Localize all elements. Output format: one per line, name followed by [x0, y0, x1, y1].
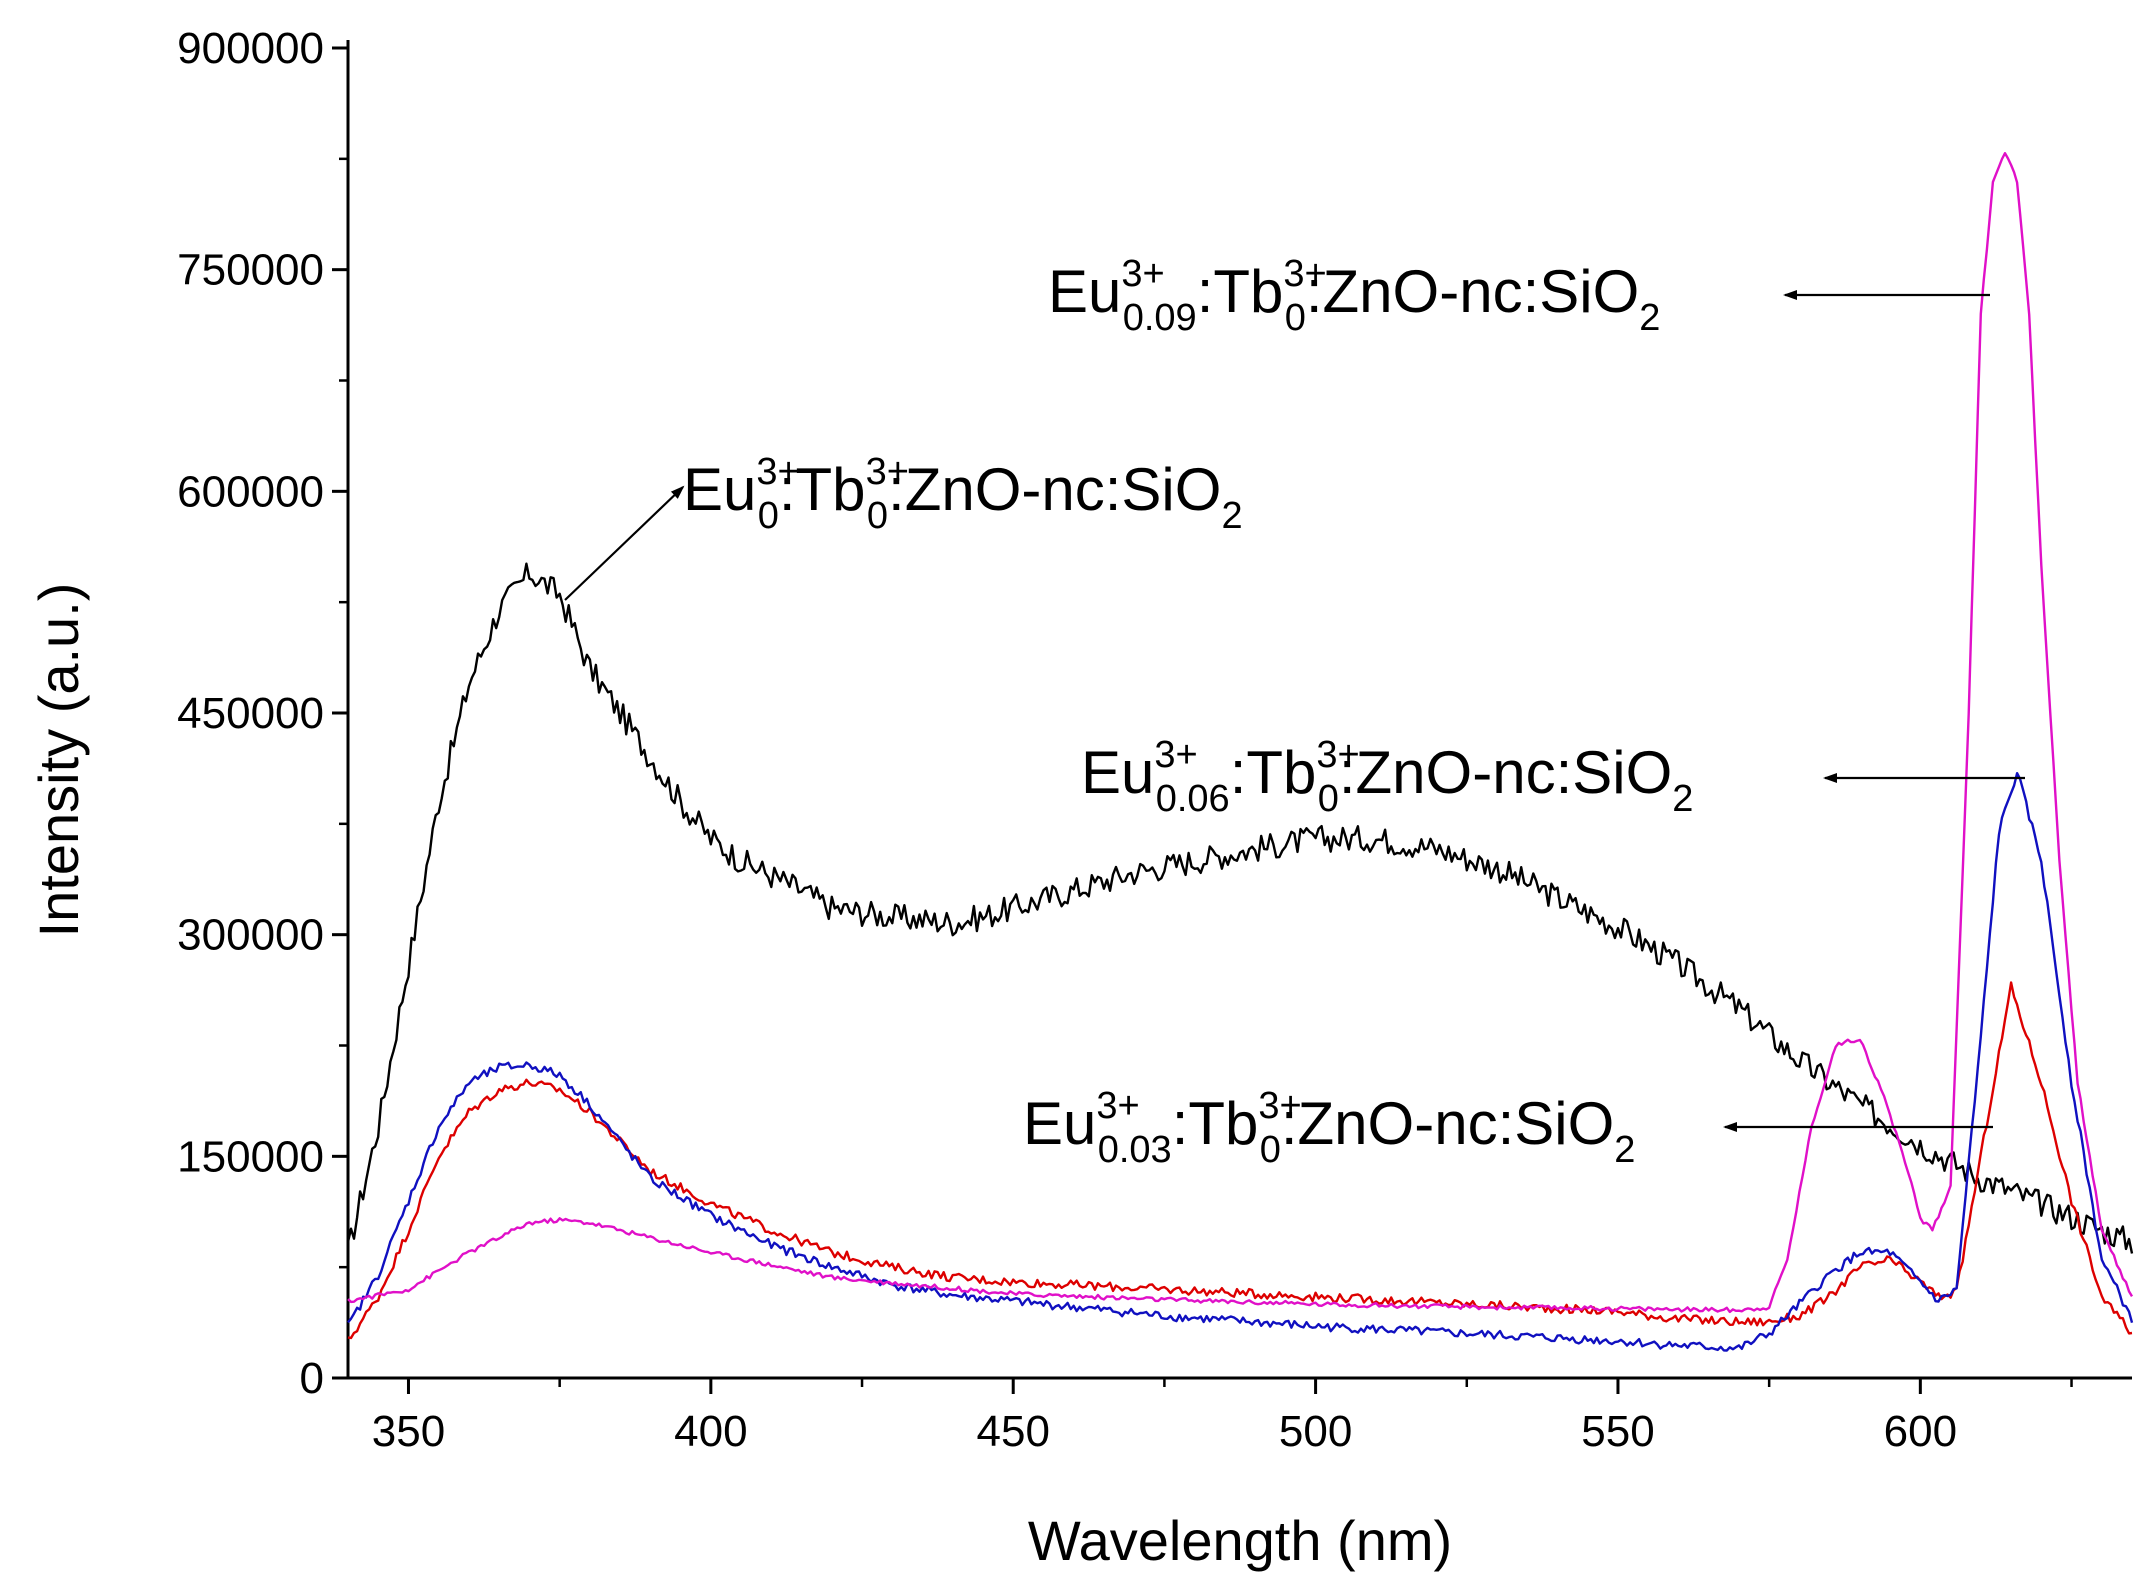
annotation-label: Eu3+ 0.03:Tb3+ 0:ZnO-nc:SiO2 [1023, 1085, 1635, 1171]
annotation-2: Eu3+ 0.06:Tb3+ 0:ZnO-nc:SiO2 [1081, 734, 2025, 820]
annotation-arrow [564, 485, 685, 601]
y-tick-label: 0 [300, 1354, 324, 1403]
x-tick-label: 500 [1279, 1407, 1352, 1456]
y-tick-label: 900000 [177, 24, 324, 73]
y-tick-label: 750000 [177, 246, 324, 295]
annotation-label: Eu3+ 0.09:Tb3+ 0:ZnO-nc:SiO2 [1048, 253, 1660, 339]
annotation-layer: Eu3+ 0:Tb3+ 0:ZnO-nc:SiO2 Eu3+ 0.09:Tb3+ 0:Zn… [564, 253, 2025, 1171]
series-line-3 [347, 151, 2134, 1314]
series-line-0 [346, 562, 2134, 1254]
annotation-label: Eu3+ 0.06:Tb3+ 0:ZnO-nc:SiO2 [1081, 734, 1693, 820]
x-tick-label: 550 [1581, 1407, 1654, 1456]
x-tick-label: 600 [1884, 1407, 1957, 1456]
y-axis-label: Intensity (a.u.) [27, 583, 90, 938]
x-tick-label: 450 [977, 1407, 1050, 1456]
annotation-1: Eu3+ 0.09:Tb3+ 0:ZnO-nc:SiO2 [1048, 253, 1990, 339]
y-tick-label: 150000 [177, 1132, 324, 1181]
annotation-3: Eu3+ 0.03:Tb3+ 0:ZnO-nc:SiO2 [1023, 1085, 1993, 1171]
y-tick-label: 300000 [177, 911, 324, 960]
annotation-0: Eu3+ 0:Tb3+ 0:ZnO-nc:SiO2 [564, 451, 1243, 601]
x-axis-label: Wavelength (nm) [1028, 1509, 1452, 1572]
x-tick-label: 400 [674, 1407, 747, 1456]
y-tick-label: 450000 [177, 689, 324, 738]
y-tick-label: 600000 [177, 467, 324, 516]
series-line-1 [347, 981, 2133, 1340]
series-layer [346, 151, 2134, 1352]
axes: 0 150000 300000 450000 600000 750000 900000 350… [177, 24, 2132, 1456]
annotation-label: Eu3+ 0:Tb3+ 0:ZnO-nc:SiO2 [683, 451, 1243, 537]
series-line-2 [347, 772, 2134, 1352]
x-tick-label: 350 [372, 1407, 445, 1456]
